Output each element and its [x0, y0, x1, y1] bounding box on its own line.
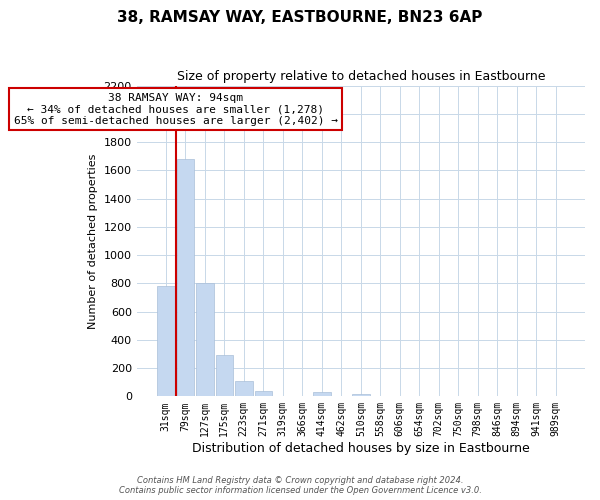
Bar — [313, 392, 331, 396]
Bar — [215, 354, 233, 397]
Bar — [157, 286, 175, 397]
Bar — [254, 392, 272, 396]
Bar — [235, 381, 253, 396]
Bar — [352, 394, 370, 396]
Title: Size of property relative to detached houses in Eastbourne: Size of property relative to detached ho… — [176, 70, 545, 83]
Bar — [176, 159, 194, 396]
Text: Contains HM Land Registry data © Crown copyright and database right 2024.
Contai: Contains HM Land Registry data © Crown c… — [119, 476, 481, 495]
Text: 38, RAMSAY WAY, EASTBOURNE, BN23 6AP: 38, RAMSAY WAY, EASTBOURNE, BN23 6AP — [118, 10, 482, 25]
Text: 38 RAMSAY WAY: 94sqm
← 34% of detached houses are smaller (1,278)
65% of semi-de: 38 RAMSAY WAY: 94sqm ← 34% of detached h… — [14, 92, 338, 126]
Y-axis label: Number of detached properties: Number of detached properties — [88, 154, 98, 328]
X-axis label: Distribution of detached houses by size in Eastbourne: Distribution of detached houses by size … — [192, 442, 530, 455]
Bar — [196, 284, 214, 397]
